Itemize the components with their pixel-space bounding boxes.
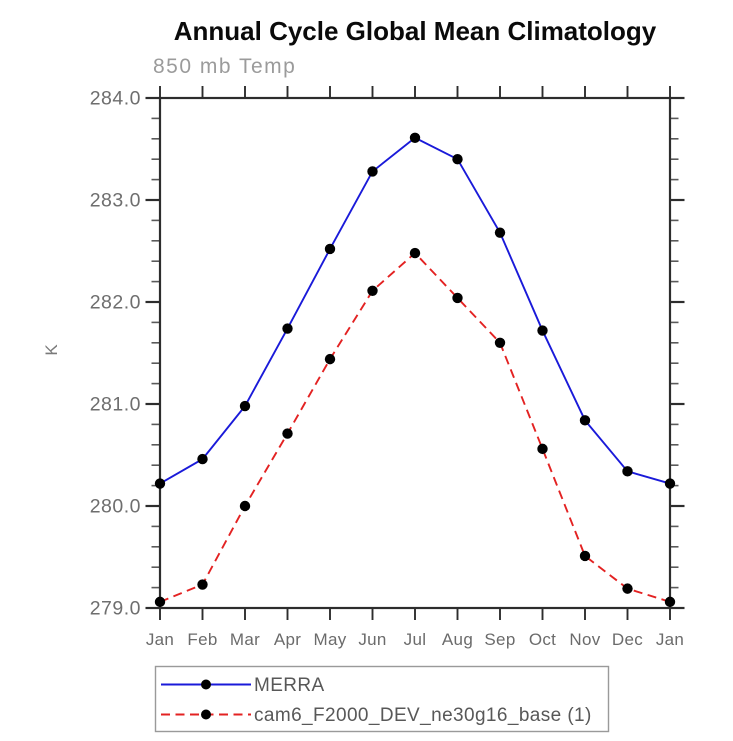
data-point [622,466,633,477]
series-line-1 [159,251,671,603]
legend-sample-marker [201,679,211,690]
x-tick-label: Oct [529,630,556,649]
x-tick-label: Jan [146,630,174,649]
data-point [494,337,506,348]
data-point [452,292,463,304]
x-tick-label: Aug [442,630,473,649]
x-tick-label: Dec [612,630,643,649]
legend-sample-marker [201,709,211,720]
x-tick-label: Nov [569,630,600,649]
data-point [154,478,166,489]
data-point [409,132,421,143]
x-tick-label: Jan [656,630,684,649]
data-point [154,596,166,608]
data-point [622,583,633,594]
legend-entry-label: cam6_F2000_DEV_ne30g16_base (1) [254,705,592,726]
x-tick-label: Jul [404,630,427,649]
data-point [324,243,336,255]
x-tick-label: Feb [187,630,217,649]
y-tick-label: 283.0 [90,190,141,212]
data-point [367,285,378,296]
x-tick-label: May [313,630,346,649]
x-tick-label: Jun [358,630,386,649]
x-tick-label: Apr [274,630,301,649]
y-tick-label: 282.0 [90,292,141,314]
legend-box [154,665,610,733]
y-tick-label: 279.0 [90,598,141,620]
data-point [537,443,548,455]
series-line-0 [159,136,671,485]
y-tick-label: 280.0 [90,496,141,518]
y-axis-label: K [42,344,61,356]
data-point [197,453,208,465]
data-point [324,353,336,365]
legend-entry-label: MERRA [254,675,325,696]
data-point [409,247,421,259]
data-point [579,415,591,426]
x-tick-label: Mar [230,630,260,649]
data-point [537,325,548,336]
x-tick-label: Sep [484,630,515,649]
data-point [664,478,676,489]
data-point [239,400,251,412]
data-point [664,596,676,608]
chart-title: Annual Cycle Global Mean Climatology [173,16,657,46]
data-point [282,428,293,439]
data-point [579,550,591,562]
plot-border [158,96,672,610]
data-point [367,166,378,177]
chart-subtitle: 850 mb Temp [153,55,297,78]
y-tick-label: 284.0 [90,88,141,110]
data-point [197,579,208,590]
data-point [494,227,506,238]
data-point [452,154,463,165]
data-point [239,500,251,512]
data-point [282,323,293,334]
y-tick-label: 281.0 [90,394,141,416]
